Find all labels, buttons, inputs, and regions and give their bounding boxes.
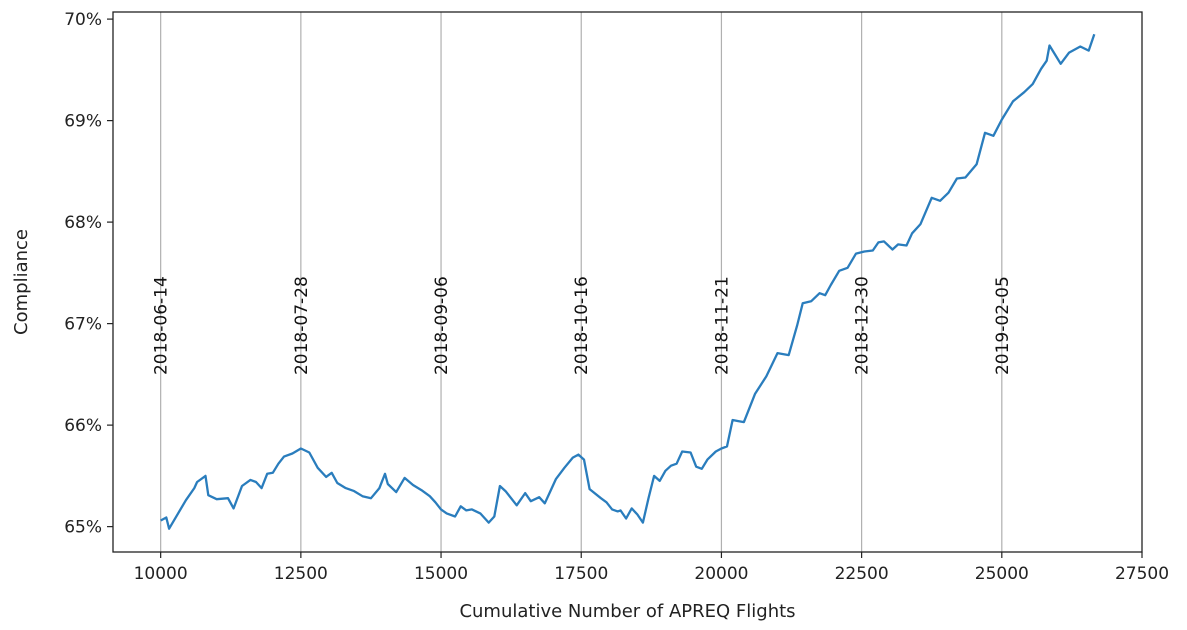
x-tick-label: 10000 [134, 564, 188, 584]
annotation-label: 2018-10-16 [572, 276, 592, 375]
y-axis-label: Compliance [11, 229, 32, 335]
x-tick-label: 12500 [274, 564, 328, 584]
y-tick-label: 70% [64, 10, 102, 30]
x-tick-label: 15000 [414, 564, 468, 584]
x-axis-ticks: 10000 12500 15000 17500 20000 22500 25000 27500 [134, 552, 1169, 584]
x-axis-label: Cumulative Number of APREQ Flights [459, 601, 795, 622]
annotation-label: 2018-12-30 [853, 276, 873, 375]
x-tick-label: 22500 [835, 564, 889, 584]
plot-frame [112, 11, 1143, 553]
series-line-compliance [160, 33, 1096, 530]
x-tick-label: 27500 [1115, 564, 1169, 584]
annotation-labels: 2018-06-14 2018-07-28 2018-09-06 2018-10-16… [152, 276, 1013, 375]
y-tick-label: 65% [64, 518, 102, 538]
y-tick-label: 69% [64, 112, 102, 132]
y-axis-ticks: 65% 66% 67% 68% 69% 70% [64, 10, 113, 538]
y-tick-label: 66% [64, 416, 102, 436]
annotation-lines [160, 12, 1003, 552]
annotation-label: 2018-11-21 [712, 276, 732, 375]
x-tick-label: 20000 [694, 564, 748, 584]
y-tick-label: 67% [64, 315, 102, 335]
y-tick-label: 68% [64, 213, 102, 233]
x-tick-label: 17500 [554, 564, 608, 584]
annotation-label: 2019-02-05 [993, 276, 1013, 375]
annotation-label: 2018-09-06 [432, 276, 452, 375]
annotation-label: 2018-07-28 [292, 276, 312, 375]
x-tick-label: 25000 [975, 564, 1029, 584]
annotation-label: 2018-06-14 [152, 276, 172, 375]
